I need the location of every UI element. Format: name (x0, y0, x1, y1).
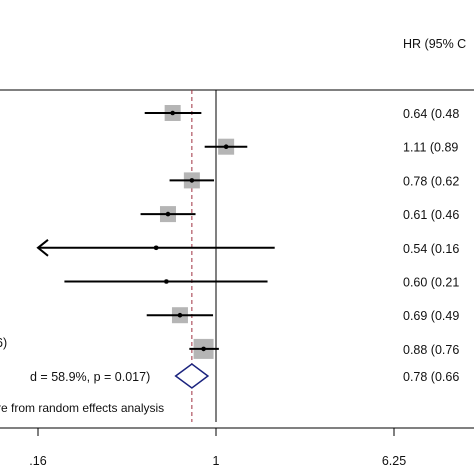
study-hr-label: 0.88 (0.76 (403, 343, 459, 357)
study-hr-label: 0.54 (0.16 (403, 242, 459, 256)
study-point-estimate (177, 312, 183, 318)
study-row: 0.61 (0.46 (140, 206, 459, 223)
study-hr-label: 0.64 (0.48 (403, 107, 459, 121)
study-row: 1.11 (0.89 (204, 138, 458, 155)
pooled-left-text: d = 58.9%, p = 0.017) (30, 370, 150, 384)
x-tick-label: .16 (29, 454, 46, 468)
pooled-hr-label: 0.78 (0.66 (403, 370, 459, 384)
study-hr-label: 0.61 (0.46 (403, 208, 459, 222)
column-header: HR (95% C (403, 37, 466, 51)
study-rows: 0.64 (0.48 1.11 (0.89 0.78 (0.62 0.61 (0.46… (36, 105, 459, 384)
pooled-diamond (174, 363, 210, 389)
study-hr-label: 0.60 (0.21 (403, 276, 459, 290)
study-hr-label: 0.78 (0.62 (403, 174, 459, 188)
ci-arrow (36, 239, 49, 257)
study-row: 0.88 (0.76 (189, 338, 459, 359)
x-tick-label: 6.25 (382, 454, 406, 468)
footnote-text: re from random effects analysis (0, 401, 164, 415)
x-ticks: .16 1 6.25 (29, 428, 406, 468)
study-point-estimate (153, 245, 159, 251)
study-point-estimate (170, 110, 175, 116)
study-row: 0.54 (0.16 (36, 239, 459, 257)
study-point-estimate (165, 211, 171, 217)
study-row: 0.60 (0.21 (64, 276, 459, 290)
study-point-estimate (164, 279, 169, 284)
study-row: 0.78 (0.62 (169, 172, 459, 189)
row8-left-text: 6) (0, 336, 7, 350)
study-row: 0.64 (0.48 (144, 105, 459, 121)
study-point-estimate (201, 346, 206, 352)
x-tick-label: 1 (213, 454, 220, 468)
study-hr-label: 0.69 (0.49 (403, 309, 459, 323)
study-point-estimate (223, 144, 229, 149)
study-point-estimate (189, 178, 195, 183)
study-row: 0.69 (0.49 (146, 307, 459, 324)
study-hr-label: 1.11 (0.89 (403, 141, 458, 155)
